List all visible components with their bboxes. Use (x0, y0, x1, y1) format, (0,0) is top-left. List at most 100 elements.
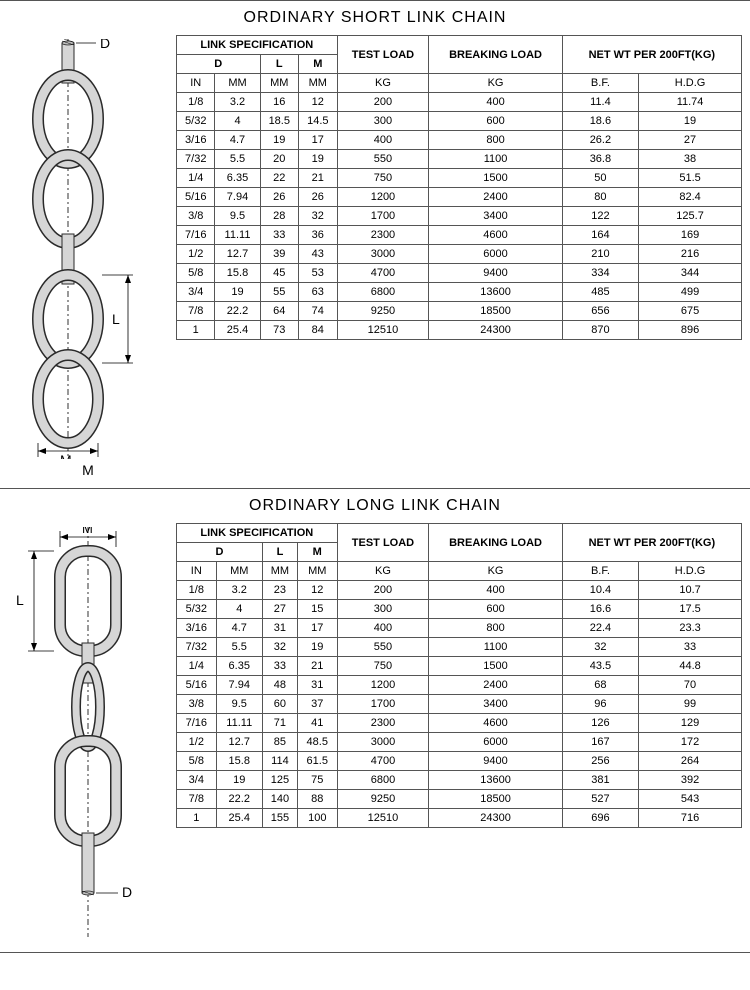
cell: 45 (260, 264, 298, 283)
cell: 1/8 (177, 93, 215, 112)
cell: 4700 (337, 752, 429, 771)
cell: 9.5 (215, 207, 260, 226)
cell: 25.4 (216, 809, 262, 828)
cell: 600 (429, 112, 562, 131)
cell: 3/4 (177, 771, 217, 790)
cell: 1700 (337, 695, 429, 714)
cell: 84 (299, 321, 338, 340)
hdr-net-wt: NET WT PER 200FT(KG) (562, 524, 741, 562)
cell: 100 (297, 809, 337, 828)
cell: 1100 (429, 638, 562, 657)
cell: 3/16 (177, 131, 215, 150)
cell: 44.8 (639, 657, 742, 676)
short-link-section: ORDINARY SHORT LINK CHAIN D (0, 0, 750, 489)
cell: 27 (262, 600, 297, 619)
cell: 9250 (337, 302, 429, 321)
cell: 527 (562, 790, 638, 809)
cell: 10.7 (639, 581, 742, 600)
cell: 15.8 (215, 264, 260, 283)
cell: 18.5 (260, 112, 298, 131)
cell: 3/8 (177, 207, 215, 226)
hdr-m: M (299, 55, 338, 74)
cell: 3.2 (216, 581, 262, 600)
cell: 400 (337, 131, 429, 150)
cell: 2300 (337, 714, 429, 733)
cell: 6.35 (215, 169, 260, 188)
cell: 499 (639, 283, 742, 302)
unit-kg: KG (429, 562, 562, 581)
cell: 1/8 (177, 581, 217, 600)
table-row: LINK SPECIFICATION TEST LOAD BREAKING LO… (177, 524, 742, 543)
cell: 210 (562, 245, 638, 264)
cell: 5/32 (177, 600, 217, 619)
cell: 6800 (337, 771, 429, 790)
short-m-label-below: M (8, 462, 168, 478)
table-row: 125.473841251024300870896 (177, 321, 742, 340)
cell: 5/32 (177, 112, 215, 131)
cell: 126 (562, 714, 638, 733)
unit-hdg: H.D.G (639, 74, 742, 93)
cell: 550 (337, 150, 429, 169)
cell: 7/8 (177, 302, 215, 321)
short-link-table-wrap: LINK SPECIFICATION TEST LOAD BREAKING LO… (176, 35, 742, 340)
cell: 4600 (429, 714, 562, 733)
cell: 26 (299, 188, 338, 207)
cell: 696 (562, 809, 638, 828)
cell: 5/16 (177, 188, 215, 207)
cell: 1/4 (177, 169, 215, 188)
short-link-table: LINK SPECIFICATION TEST LOAD BREAKING LO… (176, 35, 742, 340)
cell: 800 (429, 131, 562, 150)
long-l-label: L (16, 592, 24, 608)
cell: 22.2 (215, 302, 260, 321)
cell: 18.6 (562, 112, 638, 131)
table-row: 1/212.7394330006000210216 (177, 245, 742, 264)
cell: 19 (297, 638, 337, 657)
cell: 18500 (429, 302, 562, 321)
unit-kg: KG (337, 74, 429, 93)
unit-in: IN (177, 74, 215, 93)
unit-kg: KG (337, 562, 429, 581)
cell: 12 (299, 93, 338, 112)
table-row: 7/822.26474925018500656675 (177, 302, 742, 321)
cell: 2300 (337, 226, 429, 245)
cell: 2400 (429, 676, 562, 695)
cell: 4700 (337, 264, 429, 283)
hdr-l: L (262, 543, 297, 562)
cell: 1/2 (177, 733, 217, 752)
cell: 140 (262, 790, 297, 809)
cell: 11.74 (639, 93, 742, 112)
cell: 1100 (429, 150, 562, 169)
cell: 6800 (337, 283, 429, 302)
cell: 896 (639, 321, 742, 340)
cell: 167 (562, 733, 638, 752)
cell: 600 (429, 600, 562, 619)
cell: 19 (299, 150, 338, 169)
cell: 9.5 (216, 695, 262, 714)
table-row: 7/325.5321955011003233 (177, 638, 742, 657)
cell: 169 (639, 226, 742, 245)
cell: 7/8 (177, 790, 217, 809)
cell: 400 (429, 93, 562, 112)
cell: 344 (639, 264, 742, 283)
cell: 1 (177, 809, 217, 828)
cell: 50 (562, 169, 638, 188)
cell: 543 (639, 790, 742, 809)
cell: 129 (639, 714, 742, 733)
table-row: 7/822.214088925018500527543 (177, 790, 742, 809)
cell: 7.94 (215, 188, 260, 207)
cell: 17 (297, 619, 337, 638)
table-row: LINK SPECIFICATION TEST LOAD BREAKING LO… (177, 36, 742, 55)
cell: 11.4 (562, 93, 638, 112)
cell: 60 (262, 695, 297, 714)
long-link-table-wrap: LINK SPECIFICATION TEST LOAD BREAKING LO… (176, 523, 742, 828)
cell: 3/8 (177, 695, 217, 714)
cell: 33 (260, 226, 298, 245)
cell: 5.5 (215, 150, 260, 169)
cell: 400 (337, 619, 429, 638)
table-row: 3/41912575680013600381392 (177, 771, 742, 790)
cell: 11.11 (215, 226, 260, 245)
long-link-title: ORDINARY LONG LINK CHAIN (0, 489, 750, 523)
unit-kg: KG (429, 74, 562, 93)
cell: 5/8 (177, 264, 215, 283)
cell: 656 (562, 302, 638, 321)
